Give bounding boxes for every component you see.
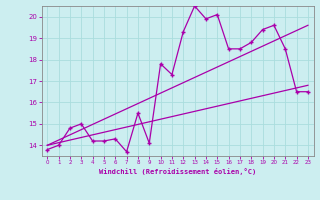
X-axis label: Windchill (Refroidissement éolien,°C): Windchill (Refroidissement éolien,°C) xyxy=(99,168,256,175)
